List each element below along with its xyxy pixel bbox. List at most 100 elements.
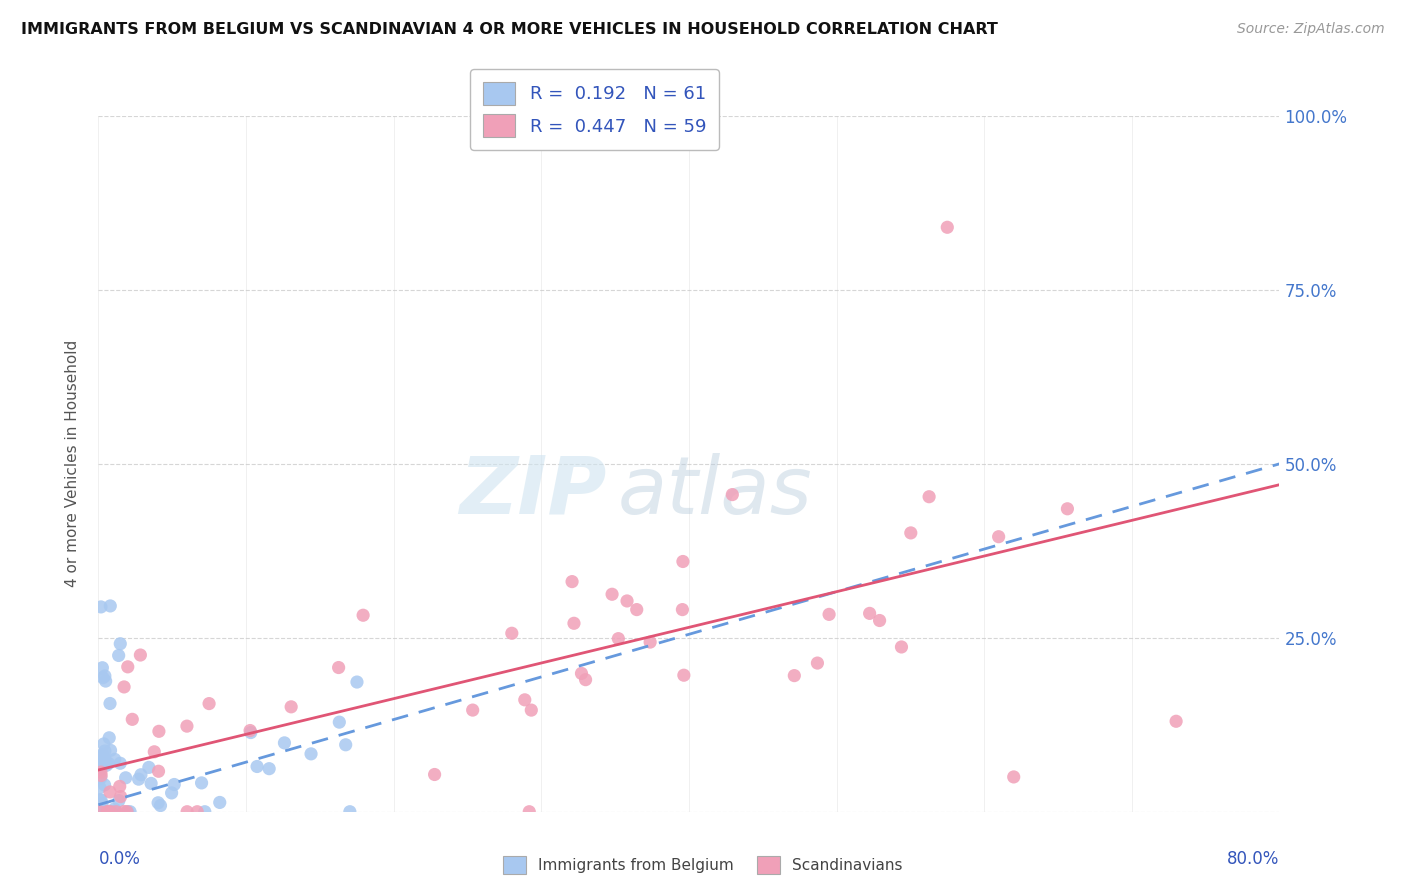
Point — [117, 660, 139, 674]
Point — [90, 765, 112, 780]
Point — [112, 805, 135, 819]
Point — [103, 802, 125, 816]
Point — [129, 768, 152, 782]
Point — [128, 772, 150, 786]
Point — [671, 602, 693, 616]
Point — [138, 760, 160, 774]
Point — [517, 805, 540, 819]
Point — [121, 712, 143, 726]
Point — [1002, 770, 1025, 784]
Point — [110, 789, 132, 804]
Point — [520, 703, 543, 717]
Point — [96, 758, 118, 772]
Point — [806, 656, 828, 670]
Point — [90, 793, 112, 807]
Point — [90, 750, 112, 764]
Point — [987, 530, 1010, 544]
Point — [869, 614, 891, 628]
Point — [120, 805, 142, 819]
Point — [461, 703, 484, 717]
Point — [280, 699, 302, 714]
Point — [104, 805, 127, 819]
Point — [672, 668, 695, 682]
Point — [859, 607, 882, 621]
Point — [936, 220, 959, 235]
Point — [190, 776, 212, 790]
Point — [1056, 501, 1078, 516]
Point — [335, 738, 357, 752]
Point — [89, 793, 111, 807]
Point — [239, 723, 262, 738]
Point — [1166, 714, 1188, 729]
Text: atlas: atlas — [619, 452, 813, 531]
Point — [98, 697, 121, 711]
Point — [146, 796, 169, 810]
Point — [100, 805, 122, 819]
Point — [98, 731, 121, 745]
Point — [93, 778, 115, 792]
Point — [115, 805, 138, 819]
Point — [96, 805, 118, 819]
Point — [571, 666, 593, 681]
Point — [89, 762, 111, 776]
Point — [112, 680, 135, 694]
Point — [198, 697, 221, 711]
Point — [513, 693, 536, 707]
Point — [91, 747, 114, 762]
Text: ZIP: ZIP — [458, 452, 606, 531]
Point — [110, 756, 132, 771]
Point — [100, 805, 122, 819]
Point — [186, 805, 208, 819]
Point — [91, 671, 114, 685]
Point — [97, 756, 120, 771]
Point — [616, 594, 638, 608]
Point — [163, 777, 186, 791]
Point — [90, 771, 112, 785]
Text: 0.0%: 0.0% — [98, 850, 141, 868]
Point — [328, 715, 350, 730]
Point — [783, 668, 806, 682]
Point — [900, 525, 922, 540]
Point — [423, 767, 446, 781]
Text: IMMIGRANTS FROM BELGIUM VS SCANDINAVIAN 4 OR MORE VEHICLES IN HOUSEHOLD CORRELAT: IMMIGRANTS FROM BELGIUM VS SCANDINAVIAN … — [21, 22, 998, 37]
Point — [721, 487, 744, 501]
Point — [104, 752, 127, 766]
Point — [100, 743, 122, 757]
Point — [672, 554, 695, 568]
Point — [89, 780, 111, 795]
Y-axis label: 4 or more Vehicles in Household: 4 or more Vehicles in Household — [65, 340, 80, 588]
Point — [107, 648, 129, 663]
Point — [273, 736, 295, 750]
Point — [114, 771, 136, 785]
Point — [607, 632, 630, 646]
Point — [148, 764, 170, 779]
Point — [194, 805, 217, 819]
Point — [93, 752, 115, 766]
Point — [208, 796, 231, 810]
Point — [600, 587, 623, 601]
Point — [93, 737, 115, 751]
Point — [94, 669, 117, 683]
Point — [89, 756, 111, 770]
Point — [176, 805, 198, 819]
Point — [562, 616, 585, 631]
Point — [299, 747, 322, 761]
Point — [818, 607, 841, 622]
Point — [346, 675, 368, 690]
Point — [143, 745, 166, 759]
Text: Source: ZipAtlas.com: Source: ZipAtlas.com — [1237, 22, 1385, 37]
Point — [257, 762, 280, 776]
Point — [98, 785, 121, 799]
Point — [239, 725, 262, 739]
Point — [117, 805, 139, 819]
Point — [94, 805, 117, 819]
Point — [104, 805, 127, 819]
Point — [100, 805, 122, 819]
Point — [98, 599, 121, 613]
Point — [110, 637, 132, 651]
Point — [129, 648, 152, 662]
Text: 80.0%: 80.0% — [1227, 850, 1279, 868]
Point — [105, 805, 128, 819]
Point — [97, 805, 120, 819]
Point — [918, 490, 941, 504]
